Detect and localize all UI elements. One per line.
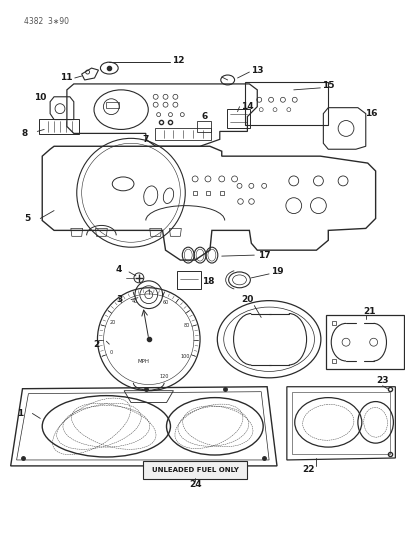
Text: 18: 18 [202,277,214,286]
Text: 3: 3 [116,295,122,304]
Text: 16: 16 [366,109,378,118]
Text: 17: 17 [258,251,271,260]
Text: 1: 1 [18,409,24,418]
Text: 4382  3∗90: 4382 3∗90 [24,17,69,26]
Text: 0: 0 [110,351,113,356]
Text: 24: 24 [189,480,202,489]
Text: 14: 14 [241,102,254,111]
Text: 20: 20 [109,320,115,325]
Text: 7: 7 [143,135,149,144]
Text: 20: 20 [241,295,254,304]
Text: 4: 4 [116,265,122,274]
Text: 15: 15 [322,82,335,91]
Text: 12: 12 [172,55,184,64]
FancyBboxPatch shape [143,461,247,479]
Text: 40: 40 [132,299,138,304]
Text: 5: 5 [24,214,31,223]
Text: 11: 11 [60,74,72,83]
Text: 6: 6 [202,112,208,121]
Text: 2: 2 [93,340,100,349]
Text: MPH: MPH [138,359,150,364]
Text: 8: 8 [21,129,28,138]
Text: 60: 60 [162,301,169,305]
Text: 21: 21 [364,307,376,316]
Text: 100: 100 [180,354,190,359]
Text: 19: 19 [271,268,283,277]
Text: 120: 120 [159,374,169,379]
Text: 13: 13 [251,66,264,75]
Text: 10: 10 [34,93,47,102]
Text: 80: 80 [183,323,189,328]
Text: UNLEADED FUEL ONLY: UNLEADED FUEL ONLY [152,467,239,473]
Text: 22: 22 [302,465,315,474]
Text: 23: 23 [376,376,389,385]
